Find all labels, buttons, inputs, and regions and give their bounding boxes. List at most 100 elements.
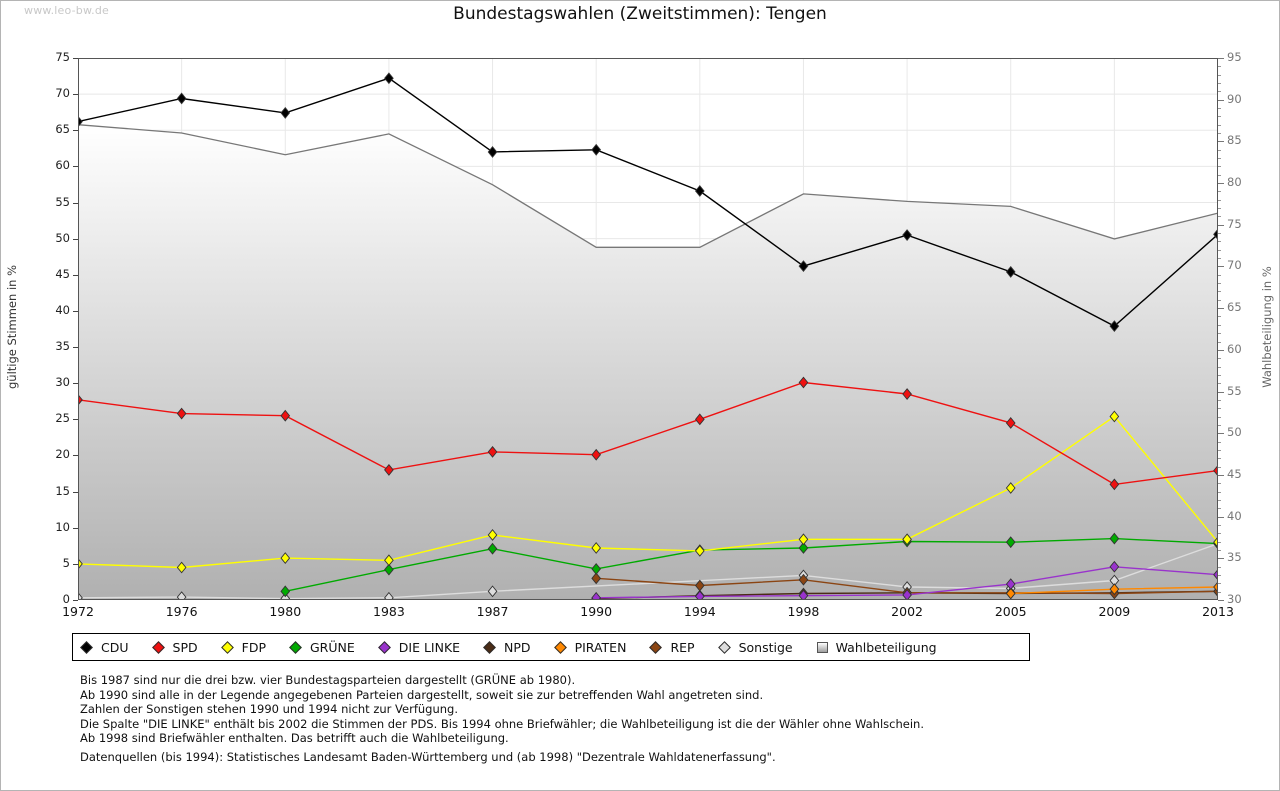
footnote-line: Ab 1990 sind alle in der Legende angegeb…	[80, 687, 764, 702]
right-axis-label: Wahlbeteiligung in %	[1256, 54, 1278, 599]
chart-title: Bundestagswahlen (Zweitstimmen): Tengen	[453, 4, 827, 24]
left-tick-label: 15	[55, 483, 70, 498]
right-minor-tick	[1218, 408, 1221, 410]
right-tick-label: 35	[1227, 550, 1242, 565]
footnotes: Bis 1987 sind nur die drei bzw. vier Bun…	[80, 673, 1180, 746]
footnote-line: Bis 1987 sind nur die drei bzw. vier Bun…	[80, 673, 576, 687]
legend-item-die-linke[interactable]: DIE LINKE	[377, 639, 480, 655]
left-tick-mark	[73, 130, 78, 132]
right-minor-tick	[1218, 124, 1221, 126]
right-tick-mark	[1218, 474, 1224, 476]
legend-item-grüne[interactable]: GRÜNE	[289, 639, 375, 655]
legend-diamond-icon	[151, 640, 165, 654]
left-tick-mark	[73, 455, 78, 457]
right-minor-tick	[1218, 158, 1221, 160]
legend-item-wahlbeteiligung[interactable]: Wahlbeteiligung	[816, 639, 957, 655]
legend-label: Wahlbeteiligung	[835, 639, 937, 655]
x-tick-label: 2013	[1202, 604, 1234, 619]
left-axis-label-text: gültige Stimmen in %	[5, 264, 20, 389]
right-minor-tick	[1218, 241, 1221, 243]
legend-label: GRÜNE	[309, 639, 355, 655]
right-minor-tick	[1218, 566, 1221, 568]
right-minor-tick	[1218, 174, 1221, 176]
left-tick-mark	[73, 383, 78, 385]
right-minor-tick	[1218, 441, 1221, 443]
right-minor-tick	[1218, 549, 1221, 551]
footnote-line: Zahlen der Sonstigen stehen 1990 und 199…	[80, 702, 459, 717]
right-tick-mark	[1218, 183, 1224, 185]
right-tick-mark	[1218, 224, 1224, 226]
chart-legend: CDU SPD FDP GRÜNE DIE LINKE NPD PIRATEN REP Sons…	[72, 633, 1030, 661]
right-tick-label: 50	[1227, 425, 1242, 440]
footnote-line: Die Spalte "DIE LINKE" enthält bis 2002 …	[80, 716, 924, 731]
right-tick-label: 95	[1227, 50, 1242, 64]
x-tick-label: 1987	[476, 604, 509, 619]
left-tick-label: 55	[55, 194, 70, 209]
x-tick-label: 2005	[994, 604, 1027, 619]
right-minor-tick	[1218, 291, 1221, 293]
right-minor-tick	[1218, 458, 1221, 460]
right-minor-tick	[1218, 416, 1221, 418]
footnote-line: Ab 1998 sind Briefwähler enthalten. Das …	[80, 731, 509, 746]
legend-item-spd[interactable]: SPD	[151, 640, 218, 655]
right-minor-tick	[1218, 483, 1221, 485]
right-minor-tick	[1218, 199, 1221, 201]
right-tick-label: 90	[1227, 91, 1242, 106]
left-tick-label: 30	[55, 375, 70, 390]
legend-diamond-icon	[717, 640, 731, 654]
right-minor-tick	[1218, 133, 1221, 135]
left-tick-mark	[73, 347, 78, 349]
right-minor-tick	[1218, 216, 1221, 218]
legend-label: DIE LINKE	[398, 639, 461, 655]
left-tick-label: 35	[55, 339, 70, 354]
left-tick-label: 75	[55, 50, 70, 64]
legend-item-npd[interactable]: NPD	[483, 640, 551, 655]
x-tick-label: 1980	[269, 604, 302, 619]
left-tick-mark	[73, 58, 78, 59]
right-minor-tick	[1218, 366, 1221, 368]
left-tick-mark	[73, 600, 78, 601]
left-tick-label: 10	[55, 519, 70, 534]
right-minor-tick	[1218, 108, 1221, 110]
legend-item-fdp[interactable]: FDP	[220, 640, 286, 655]
left-tick-label: 45	[55, 266, 70, 281]
x-tick-label: 2002	[891, 604, 923, 619]
legend-item-piraten[interactable]: PIRATEN	[553, 640, 647, 655]
legend-diamond-icon	[649, 640, 663, 654]
right-tick-label: 85	[1227, 133, 1242, 148]
left-tick-mark	[73, 527, 78, 529]
right-minor-tick	[1218, 374, 1221, 376]
right-minor-tick	[1218, 116, 1221, 118]
right-minor-tick	[1218, 324, 1221, 326]
left-tick-label: 70	[55, 86, 70, 101]
legend-item-rep[interactable]: REP	[649, 639, 714, 655]
x-tick-label: 1994	[683, 604, 716, 619]
right-tick-mark	[1218, 600, 1224, 601]
right-minor-tick	[1218, 91, 1221, 93]
legend-label: REP	[670, 639, 695, 655]
left-tick-mark	[73, 419, 78, 421]
right-minor-tick	[1218, 283, 1221, 285]
right-tick-mark	[1218, 558, 1224, 560]
right-tick-label: 60	[1227, 341, 1242, 356]
right-tick-label: 80	[1227, 175, 1242, 190]
right-minor-tick	[1218, 191, 1221, 193]
left-tick-mark	[73, 563, 78, 565]
x-tick-label: 2009	[1098, 604, 1131, 619]
legend-item-sonstige[interactable]: Sonstige	[717, 640, 813, 655]
right-minor-tick	[1218, 233, 1221, 235]
right-minor-tick	[1218, 299, 1221, 301]
right-minor-tick	[1218, 249, 1221, 251]
legend-item-cdu[interactable]: CDU	[80, 640, 149, 655]
right-minor-tick	[1218, 424, 1221, 426]
right-tick-label: 65	[1227, 300, 1242, 315]
right-tick-mark	[1218, 349, 1224, 351]
right-minor-tick	[1218, 508, 1221, 510]
right-minor-tick	[1218, 74, 1221, 76]
right-minor-tick	[1218, 499, 1221, 501]
right-minor-tick	[1218, 574, 1221, 576]
right-minor-tick	[1218, 208, 1221, 210]
left-tick-label: 50	[55, 230, 70, 245]
right-tick-mark	[1218, 433, 1224, 435]
right-minor-tick	[1218, 166, 1221, 168]
